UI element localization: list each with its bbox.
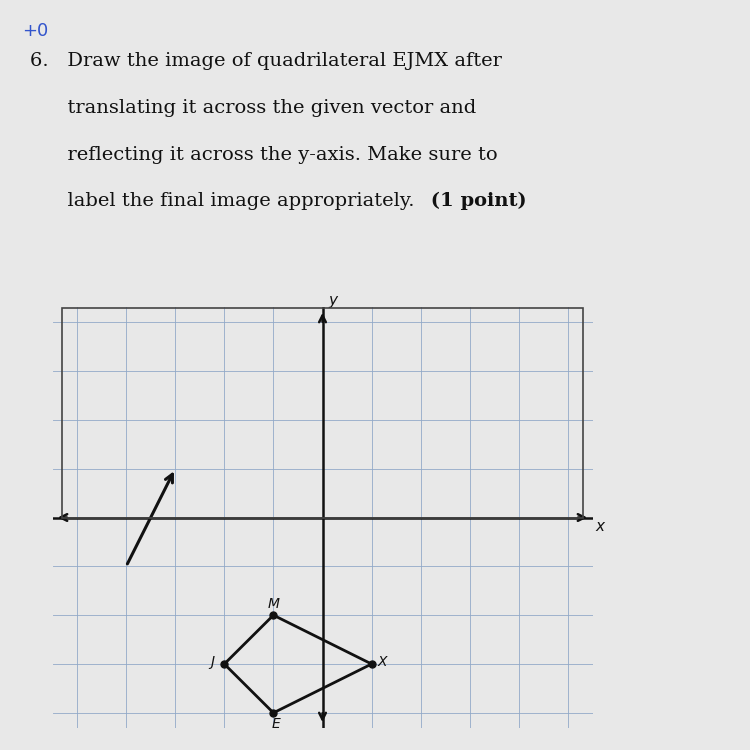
Text: J: J xyxy=(210,655,214,668)
Text: E: E xyxy=(272,716,280,730)
Text: (1 point): (1 point) xyxy=(424,192,526,210)
Text: M: M xyxy=(268,598,280,611)
Text: X: X xyxy=(378,655,387,668)
Text: x: x xyxy=(595,519,604,534)
Text: reflecting it across the y-axis. Make sure to: reflecting it across the y-axis. Make su… xyxy=(30,146,498,164)
Text: 6.   Draw the image of quadrilateral EJMX after: 6. Draw the image of quadrilateral EJMX … xyxy=(30,53,502,70)
Text: y: y xyxy=(328,293,338,308)
Text: translating it across the given vector and: translating it across the given vector a… xyxy=(30,99,476,117)
Text: label the final image appropriately.: label the final image appropriately. xyxy=(30,192,415,210)
Bar xyxy=(62,308,583,518)
Text: +0: +0 xyxy=(22,22,49,40)
